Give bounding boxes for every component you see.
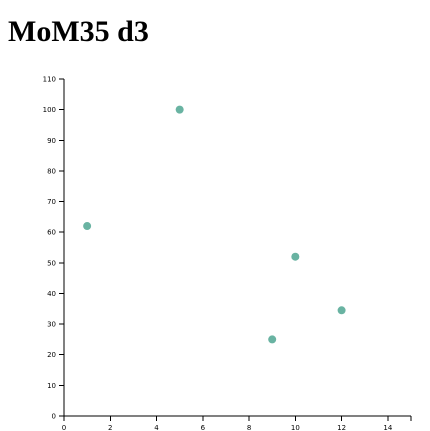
x-axis: 0 2 4 6 8 10 12 14 [62,415,412,431]
y-tick-label: 70 [47,198,56,206]
y-tick-label: 50 [47,259,56,267]
data-point [83,222,92,231]
y-axis: 0 10 20 30 40 50 60 70 80 90 100 110 [43,76,65,421]
y-tick-label: 110 [43,76,56,84]
y-tick-label: 60 [47,229,56,237]
data-point [175,105,184,114]
y-tick-label: 90 [47,137,56,145]
x-tick-label: 12 [337,424,346,431]
x-tick-label: 14 [383,424,392,431]
x-tick-label: 6 [201,424,206,431]
x-tick-label: 2 [108,424,112,431]
y-tick-label: 80 [47,167,56,175]
data-point [337,306,346,315]
x-tick-label: 4 [154,424,159,431]
data-point [291,252,300,261]
data-point [268,335,277,344]
x-tick-label: 10 [291,424,300,431]
x-tick-label: 8 [247,424,251,431]
y-tick-label: 40 [47,290,56,298]
y-tick-label: 30 [47,321,56,329]
y-tick-label: 0 [52,413,56,421]
y-tick-label: 10 [47,382,56,390]
page-title: MoM35 d3 [8,15,149,48]
x-tick-label: 0 [62,424,66,431]
y-tick-label: 20 [47,351,56,359]
y-tick-label: 100 [43,106,56,114]
data-points [83,105,346,344]
